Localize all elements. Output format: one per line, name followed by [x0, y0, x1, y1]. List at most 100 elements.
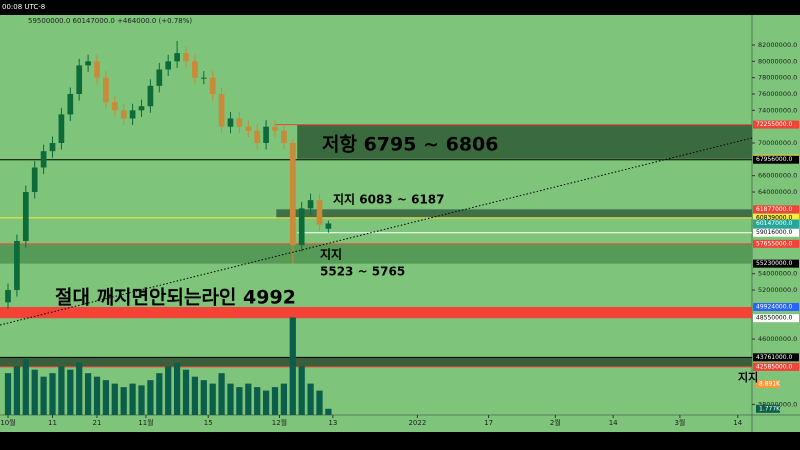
- volume-bar: [111, 383, 118, 415]
- y-tick-label: 80000000.0: [758, 57, 797, 65]
- volume-bar: [218, 373, 225, 415]
- price-tag: [753, 353, 799, 362]
- x-tick-label: 12월: [272, 418, 287, 427]
- volume-bar: [156, 373, 163, 415]
- volume-bar: [182, 369, 190, 415]
- candle-body: [31, 167, 38, 193]
- candle-body: [209, 77, 216, 94]
- volume-tag: [756, 380, 780, 389]
- x-tick-label: 21: [93, 419, 102, 427]
- candle-body: [192, 61, 198, 78]
- annotation: 절대 깨지면안되는라인 4992: [55, 287, 296, 309]
- price-tag-label: 60839000.0: [756, 214, 792, 221]
- volume-bar: [298, 366, 305, 415]
- time-axis: [0, 415, 752, 432]
- candle-body: [129, 110, 136, 119]
- volume-tag-label: 8.891K: [759, 381, 781, 388]
- price-tag-label: 57655000.0: [756, 240, 792, 247]
- candle-body: [254, 130, 261, 143]
- volume-bar: [200, 380, 207, 415]
- volume-bar: [58, 366, 65, 415]
- price-tag: [753, 213, 799, 222]
- x-tick-label: 15: [204, 419, 213, 427]
- volume-bar: [236, 387, 243, 415]
- candle-body: [165, 61, 172, 70]
- y-tick-label: 78000000.0: [758, 74, 797, 82]
- header-ohlc: 59500000.0 60147000.0 +464000.0 (+0.78%): [28, 17, 192, 25]
- volume-bar: [22, 359, 29, 415]
- candle-body: [156, 69, 163, 86]
- candle-body: [67, 93, 74, 115]
- price-tag: [753, 155, 799, 164]
- volume-tag: [756, 404, 780, 413]
- volume-bar: [31, 369, 38, 415]
- y-tick-label: 70000000.0: [758, 139, 797, 147]
- volume-bar: [245, 383, 252, 415]
- candle-body: [138, 106, 145, 111]
- volume-bar: [49, 373, 56, 415]
- volume-bar: [173, 362, 181, 415]
- annotation: 지지 6083 ~ 6187: [333, 192, 444, 207]
- annotation: 지지: [320, 247, 342, 262]
- y-tick-label: 52000000.0: [758, 286, 797, 294]
- zone: [276, 209, 752, 218]
- price-tag-label: 59016000.0: [756, 229, 792, 236]
- volume-bar: [307, 383, 314, 415]
- candle-body: [307, 200, 314, 209]
- y-tick-label: 46000000.0: [758, 335, 797, 343]
- annotation: 지지: [738, 370, 758, 384]
- candle-body: [76, 65, 83, 94]
- volume-bar: [129, 383, 136, 415]
- volume-bar: [271, 387, 279, 415]
- candle-body: [103, 77, 109, 103]
- candle-body: [272, 126, 278, 131]
- candle-body: [94, 61, 100, 78]
- zone: [0, 306, 752, 319]
- annotation: 5523 ~ 5765: [320, 265, 405, 279]
- volume-bar: [254, 387, 261, 415]
- y-tick-label: 64000000.0: [758, 188, 797, 196]
- y-tick-label: 82000000.0: [758, 41, 797, 49]
- volume-bar: [191, 376, 199, 415]
- candle-body: [245, 126, 252, 131]
- candle-body: [200, 77, 207, 79]
- volume-bar: [102, 380, 110, 415]
- price-tag: [753, 228, 799, 237]
- x-tick-label: 3월: [674, 418, 685, 427]
- zone: [0, 357, 752, 367]
- price-tag: [753, 362, 799, 371]
- volume-bar: [325, 408, 332, 415]
- price-tag-label: 49924000.0: [756, 303, 792, 310]
- price-tag: [753, 219, 799, 228]
- candle-body: [147, 85, 154, 107]
- candle-body: [58, 114, 65, 143]
- price-tag-label: 42585000.0: [756, 363, 792, 370]
- candle-body: [174, 53, 180, 62]
- volume-bar: [227, 383, 234, 415]
- x-tick-label: 10월: [0, 418, 15, 427]
- candle-body: [325, 223, 332, 229]
- annotation: 저항 6795 ~ 6806: [322, 134, 499, 156]
- price-tag-label: 48550000.0: [756, 315, 792, 322]
- y-tick-label: 76000000.0: [758, 90, 797, 98]
- candle-body: [5, 290, 11, 303]
- price-tag: [753, 259, 799, 268]
- candle-body: [14, 241, 20, 291]
- volume-bar: [138, 385, 145, 415]
- candle-body: [111, 102, 118, 111]
- zone: [0, 243, 752, 264]
- candle-body: [236, 118, 243, 127]
- x-tick-label: 14: [609, 419, 618, 427]
- candle-body: [85, 61, 91, 66]
- candle-body: [263, 126, 269, 143]
- price-tag-label: 61877000.0: [756, 206, 792, 213]
- candle-body: [218, 93, 225, 127]
- x-tick-label: 14: [733, 419, 742, 427]
- candle-body: [298, 208, 305, 246]
- x-tick-label: 11: [48, 419, 57, 427]
- volume-bar: [147, 380, 154, 415]
- candle-body: [289, 142, 296, 246]
- x-tick-label: 11월: [138, 418, 153, 427]
- volume-bar: [209, 383, 216, 415]
- candle-body: [120, 110, 127, 119]
